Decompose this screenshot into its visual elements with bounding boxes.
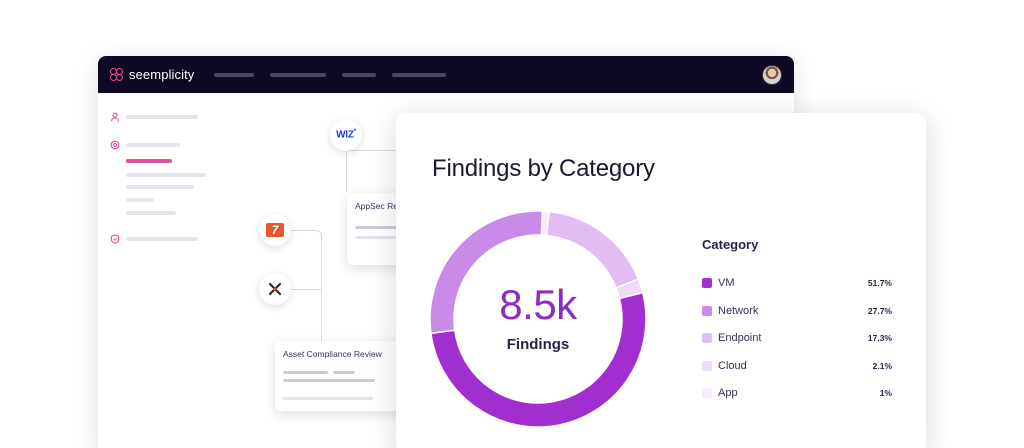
brand-logo[interactable]: seemplicity: [110, 67, 194, 82]
sidebar-label-placeholder: [126, 115, 198, 119]
sidebar-subitem[interactable]: [126, 185, 194, 189]
card-line-placeholder: [355, 226, 410, 229]
legend-label: Cloud: [718, 359, 747, 372]
sidebar-label-placeholder: [126, 237, 198, 241]
legend-swatch: [702, 388, 712, 398]
sidebar-label-placeholder: [126, 143, 180, 147]
legend-label: App: [718, 387, 738, 399]
brand-name: seemplicity: [129, 67, 195, 82]
sidebar-item-user[interactable]: [110, 112, 120, 122]
legend-percentage: 27.7%: [867, 305, 892, 316]
sidebar: [98, 93, 238, 448]
top-navigation-bar: seemplicity: [98, 56, 794, 93]
legend-percentage: 1%: [879, 388, 892, 398]
chart-title: Findings by Category: [432, 155, 655, 182]
asset-compliance-review-title: Asset Compliance Review: [283, 349, 382, 359]
cross-logo-icon: [268, 282, 282, 296]
integration-wiz-node[interactable]: WIZ*: [330, 119, 362, 151]
sidebar-subitem[interactable]: [126, 198, 154, 202]
nav-item-placeholder[interactable]: [392, 72, 447, 77]
legend-percentage: 51.7%: [867, 278, 892, 288]
legend-item-network[interactable]: Network 27.7%: [702, 304, 892, 318]
legend-swatch: [702, 305, 712, 316]
shield-icon: [110, 234, 120, 244]
connector-line: [346, 150, 406, 154]
top-nav-menu: [214, 72, 447, 77]
card-line-placeholder: [333, 371, 355, 374]
asset-compliance-review-card[interactable]: Asset Compliance Review: [275, 341, 410, 411]
nav-item-placeholder[interactable]: [270, 72, 327, 77]
legend-swatch: [702, 360, 712, 371]
legend-label: Endpoint: [718, 332, 762, 344]
appsec-review-title: AppSec Review: [355, 201, 416, 211]
card-line-placeholder: [283, 397, 373, 400]
legend-percentage: 17.3%: [867, 333, 892, 343]
donut-slice-vm[interactable]: [430, 291, 647, 428]
card-line-placeholder: [283, 379, 375, 382]
integration-cross-node[interactable]: [259, 273, 291, 305]
user-avatar[interactable]: [762, 65, 782, 85]
findings-total-label: Findings: [506, 336, 570, 353]
legend-percentage: 2.1%: [872, 360, 892, 371]
legend-item-endpoint[interactable]: Endpoint 17.3%: [702, 331, 892, 345]
sidebar-item-findings[interactable]: [110, 140, 120, 150]
sidebar-subitem[interactable]: [126, 173, 206, 177]
nav-item-placeholder[interactable]: [214, 72, 255, 77]
legend-swatch: [702, 333, 712, 343]
sidebar-item-shield[interactable]: [110, 234, 120, 244]
findings-by-category-card: Findings by Category 8.5k Findings Categ…: [396, 113, 926, 448]
legend-swatch: [702, 278, 712, 288]
wiz-logo-icon: WIZ*: [336, 129, 356, 141]
legend-item-vm[interactable]: VM 51.7%: [702, 276, 892, 290]
connector-line: [290, 289, 322, 290]
card-line-placeholder: [355, 236, 410, 239]
seven-logo-icon: 7: [266, 223, 284, 237]
findings-donut-chart: [429, 210, 647, 428]
donut-slice-endpoint[interactable]: [545, 210, 640, 289]
connector-line: [290, 230, 322, 342]
sidebar-subitem[interactable]: [126, 211, 176, 215]
nav-item-placeholder[interactable]: [342, 72, 377, 77]
legend-title: Category: [702, 237, 759, 252]
donut-slice-network[interactable]: [429, 210, 544, 335]
sidebar-subitem-active[interactable]: [126, 159, 172, 163]
connector-line: [346, 150, 347, 192]
legend-item-app[interactable]: App 1%: [702, 386, 892, 400]
legend-item-cloud[interactable]: Cloud 2.1%: [702, 359, 892, 373]
integration-seven-node[interactable]: 7: [259, 214, 291, 246]
findings-total-value: 8.5k: [499, 281, 577, 328]
seemplicity-logo-icon: [110, 67, 124, 82]
user-icon: [110, 112, 120, 122]
legend-label: Network: [718, 304, 759, 317]
legend-label: VM: [718, 277, 735, 289]
card-line-placeholder: [283, 371, 328, 374]
target-icon: [110, 140, 120, 150]
